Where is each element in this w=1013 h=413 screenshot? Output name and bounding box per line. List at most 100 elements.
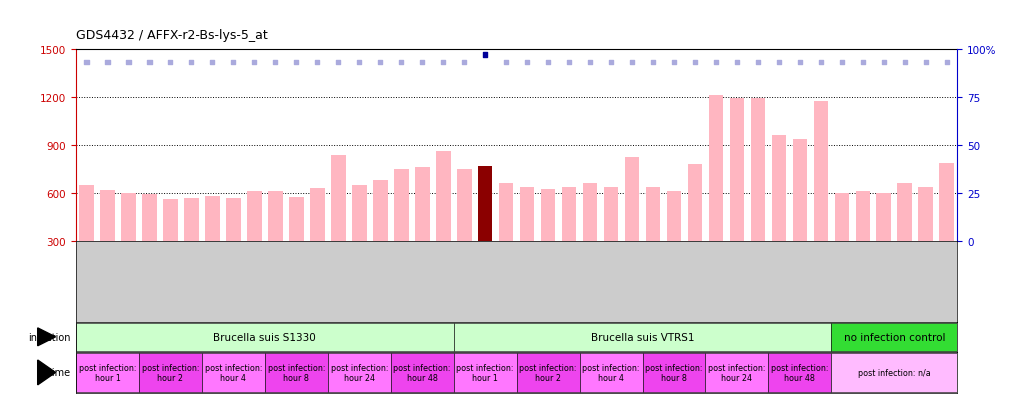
Bar xyxy=(268,192,283,242)
Bar xyxy=(310,189,324,242)
Point xyxy=(246,60,262,66)
Bar xyxy=(705,353,769,392)
Bar xyxy=(454,323,832,351)
Bar xyxy=(625,158,639,242)
Point xyxy=(540,60,556,66)
Bar xyxy=(415,168,430,242)
Bar xyxy=(331,155,345,242)
Bar xyxy=(813,102,829,242)
Bar xyxy=(562,187,576,242)
Point xyxy=(330,60,346,66)
Bar xyxy=(604,187,618,242)
Text: infection: infection xyxy=(28,332,71,342)
Text: Brucella suis S1330: Brucella suis S1330 xyxy=(214,332,316,342)
Point xyxy=(855,60,871,66)
Bar xyxy=(579,353,642,392)
Point xyxy=(875,60,892,66)
Text: post infection:
hour 4: post infection: hour 4 xyxy=(205,363,262,382)
Text: post infection:
hour 1: post infection: hour 1 xyxy=(457,363,514,382)
Point xyxy=(603,60,619,66)
Text: post infection:
hour 1: post infection: hour 1 xyxy=(79,363,136,382)
Point xyxy=(288,60,304,66)
Point xyxy=(834,60,850,66)
Text: post infection:
hour 8: post infection: hour 8 xyxy=(267,363,325,382)
Bar xyxy=(642,353,705,392)
Point xyxy=(624,60,640,66)
Text: post infection:
hour 24: post infection: hour 24 xyxy=(330,363,388,382)
Bar xyxy=(832,353,957,392)
Point xyxy=(121,60,137,66)
Bar xyxy=(436,152,451,242)
Bar xyxy=(394,170,408,242)
Point xyxy=(393,60,409,66)
Point xyxy=(645,60,661,66)
Point xyxy=(812,60,829,66)
Polygon shape xyxy=(37,328,56,346)
Bar xyxy=(247,192,261,242)
Point xyxy=(519,60,535,66)
Bar xyxy=(709,96,723,242)
Text: post infection:
hour 48: post infection: hour 48 xyxy=(393,363,451,382)
Point xyxy=(225,60,241,66)
Bar xyxy=(856,192,870,242)
Text: Brucella suis VTRS1: Brucella suis VTRS1 xyxy=(591,332,694,342)
Bar xyxy=(139,353,202,392)
Bar xyxy=(939,163,954,242)
Text: post infection:
hour 48: post infection: hour 48 xyxy=(771,363,829,382)
Bar xyxy=(184,198,199,242)
Text: post infection: n/a: post infection: n/a xyxy=(858,368,931,377)
Bar xyxy=(498,184,514,242)
Bar xyxy=(76,353,139,392)
Bar xyxy=(729,98,745,242)
Point xyxy=(750,60,766,66)
Bar xyxy=(76,323,454,351)
Bar xyxy=(517,353,579,392)
Point xyxy=(939,60,955,66)
Point xyxy=(792,60,808,66)
Point xyxy=(162,60,178,66)
Bar xyxy=(769,353,832,392)
Point xyxy=(436,60,452,66)
Text: time: time xyxy=(49,368,71,377)
Point xyxy=(309,60,325,66)
Bar xyxy=(792,139,807,242)
Point xyxy=(414,60,431,66)
Bar xyxy=(645,187,660,242)
Polygon shape xyxy=(37,360,56,385)
Bar xyxy=(832,323,957,351)
Point xyxy=(183,60,200,66)
Bar xyxy=(352,185,367,242)
Bar xyxy=(391,353,454,392)
Bar xyxy=(751,99,765,242)
Bar xyxy=(264,353,328,392)
Point xyxy=(372,60,388,66)
Point xyxy=(78,60,94,66)
Point xyxy=(561,60,577,66)
Bar xyxy=(478,166,492,242)
Point xyxy=(771,60,787,66)
Bar xyxy=(328,353,391,392)
Bar xyxy=(898,184,912,242)
Bar xyxy=(163,200,177,242)
Bar xyxy=(772,136,786,242)
Text: post infection:
hour 2: post infection: hour 2 xyxy=(142,363,200,382)
Bar xyxy=(667,192,682,242)
Bar xyxy=(202,353,264,392)
Point xyxy=(205,60,221,66)
Bar xyxy=(688,165,702,242)
Bar xyxy=(919,187,933,242)
Bar xyxy=(79,185,94,242)
Bar xyxy=(457,170,471,242)
Point xyxy=(99,60,115,66)
Point xyxy=(687,60,703,66)
Text: no infection control: no infection control xyxy=(844,332,945,342)
Point xyxy=(267,60,284,66)
Bar xyxy=(876,194,891,242)
Point xyxy=(456,60,472,66)
Point xyxy=(477,52,493,59)
Bar xyxy=(122,194,136,242)
Point xyxy=(729,60,746,66)
Bar xyxy=(205,197,220,242)
Point xyxy=(352,60,368,66)
Point xyxy=(581,60,598,66)
